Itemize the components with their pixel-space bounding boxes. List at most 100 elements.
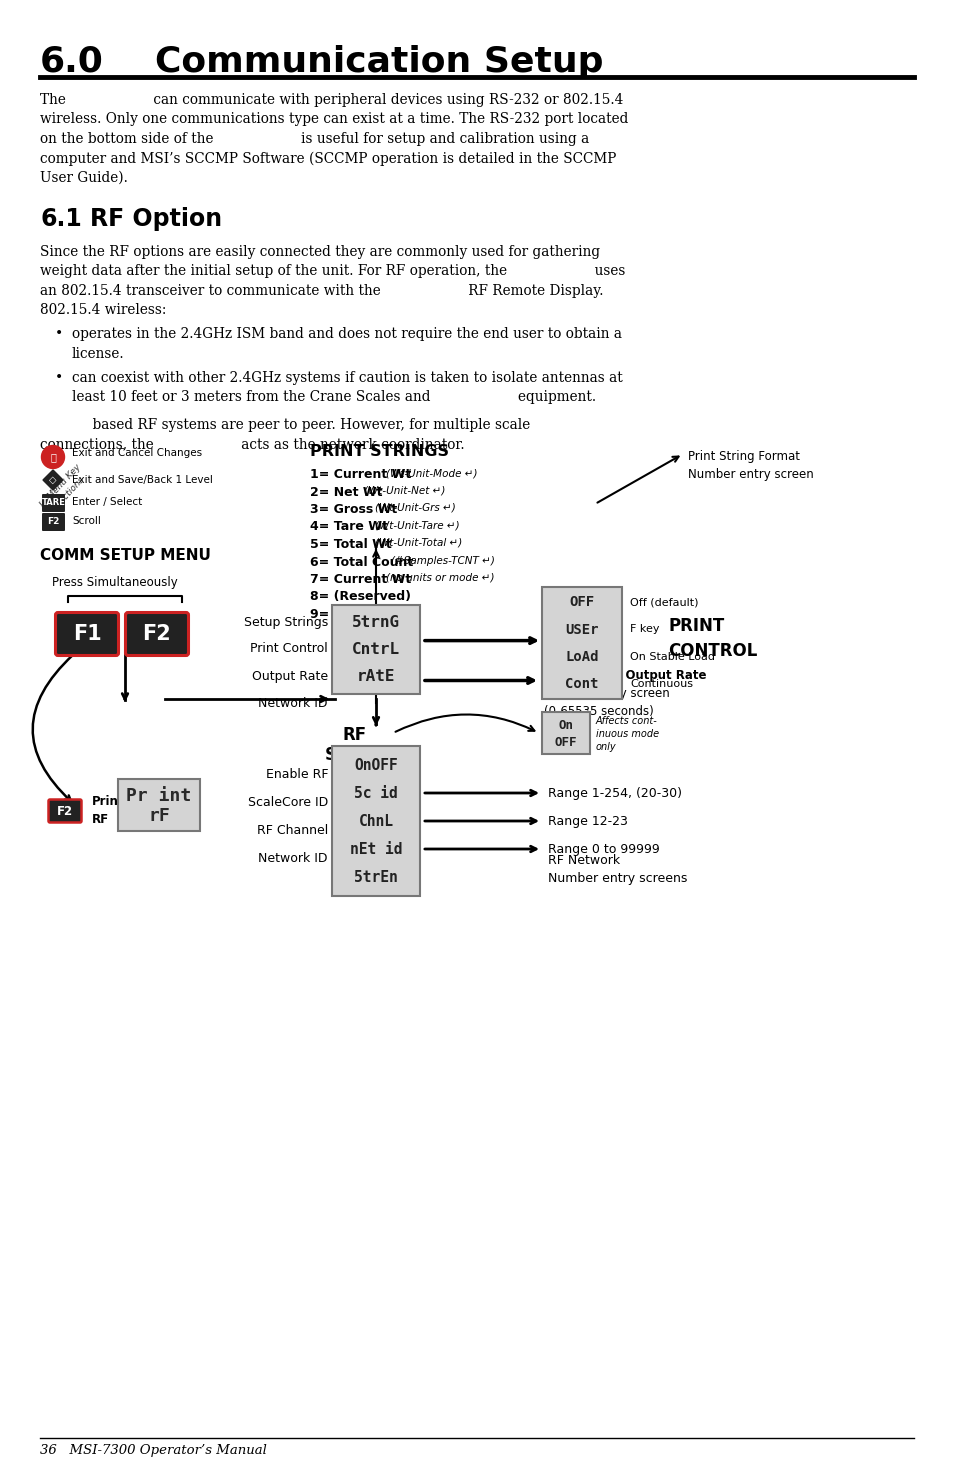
- Text: based RF systems are peer to peer. However, for multiple scale: based RF systems are peer to peer. Howev…: [40, 417, 530, 432]
- FancyBboxPatch shape: [55, 612, 118, 655]
- Text: OFF: OFF: [554, 736, 577, 749]
- FancyBboxPatch shape: [42, 494, 65, 512]
- Text: rF: rF: [148, 807, 170, 826]
- Text: Network ID: Network ID: [258, 851, 328, 864]
- Text: PRINT STRINGS: PRINT STRINGS: [310, 444, 449, 459]
- Polygon shape: [43, 471, 63, 490]
- Text: •: •: [55, 372, 63, 385]
- FancyBboxPatch shape: [541, 712, 589, 754]
- Text: Affects cont-: Affects cont-: [596, 717, 657, 726]
- Text: (#Samples-TCNT ↵): (#Samples-TCNT ↵): [391, 556, 495, 565]
- Text: ChnL: ChnL: [358, 814, 393, 829]
- Text: Pr int: Pr int: [126, 786, 192, 805]
- Text: RF Option: RF Option: [90, 207, 222, 232]
- Text: CONTROL: CONTROL: [667, 642, 757, 659]
- Text: Print String Output Rate: Print String Output Rate: [543, 668, 706, 681]
- Text: on the bottom side of the                    is useful for setup and calibration: on the bottom side of the is useful for …: [40, 131, 589, 146]
- Text: On: On: [558, 718, 573, 732]
- Text: Off (default): Off (default): [629, 597, 698, 608]
- Text: ⏻: ⏻: [50, 451, 56, 462]
- Text: rAtE: rAtE: [356, 670, 395, 684]
- Text: On Stable Load: On Stable Load: [629, 652, 714, 661]
- Text: Print Control: Print Control: [250, 643, 328, 655]
- Text: weight data after the initial setup of the unit. For RF operation, the          : weight data after the initial setup of t…: [40, 264, 625, 279]
- Text: Continuous: Continuous: [629, 678, 692, 689]
- Text: (Wt-Unit-Total ↵): (Wt-Unit-Total ↵): [375, 538, 461, 549]
- Text: 6.1: 6.1: [40, 207, 82, 232]
- Text: 5= Total Wt: 5= Total Wt: [310, 538, 395, 552]
- Text: Print String Format: Print String Format: [687, 450, 800, 463]
- Text: Cont: Cont: [565, 677, 598, 690]
- FancyBboxPatch shape: [332, 605, 419, 695]
- Text: Communication Setup: Communication Setup: [154, 46, 603, 80]
- Text: Network ID: Network ID: [258, 696, 328, 709]
- Text: (Wt-Unit-Mode ↵): (Wt-Unit-Mode ↵): [385, 468, 476, 478]
- Text: COMM SETUP MENU: COMM SETUP MENU: [40, 549, 211, 563]
- Text: nEt id: nEt id: [350, 842, 402, 857]
- Text: Output Rate: Output Rate: [252, 670, 328, 683]
- Text: (Wt-Unit-Net ↵): (Wt-Unit-Net ↵): [364, 485, 445, 496]
- Text: Range 0 to 99999: Range 0 to 99999: [547, 842, 659, 855]
- Text: 6= Total Count: 6= Total Count: [310, 556, 417, 568]
- Text: 1= Current Wt: 1= Current Wt: [310, 468, 416, 481]
- Text: SETUP: SETUP: [324, 746, 385, 764]
- Text: F2: F2: [143, 624, 172, 645]
- FancyBboxPatch shape: [332, 746, 419, 895]
- FancyBboxPatch shape: [126, 612, 189, 655]
- Text: Setup Strings: Setup Strings: [244, 615, 328, 628]
- Text: Number entry screen: Number entry screen: [687, 468, 813, 481]
- Text: (Wt-Unit-Grs ↵): (Wt-Unit-Grs ↵): [375, 503, 456, 513]
- Text: inuous mode: inuous mode: [596, 729, 659, 739]
- Text: F2: F2: [57, 804, 73, 817]
- Text: USEr: USEr: [565, 622, 598, 637]
- Text: The                    can communicate with peripheral devices using RS-232 or 8: The can communicate with peripheral devi…: [40, 93, 622, 108]
- Text: Exit and Cancel Changes: Exit and Cancel Changes: [71, 448, 202, 459]
- Text: least 10 feet or 3 meters from the Crane Scales and                    equipment: least 10 feet or 3 meters from the Crane…: [71, 391, 596, 404]
- Text: wireless. Only one communications type can exist at a time. The RS-232 port loca: wireless. Only one communications type c…: [40, 112, 628, 127]
- Text: Enable RF: Enable RF: [265, 767, 328, 780]
- FancyBboxPatch shape: [118, 779, 200, 830]
- Circle shape: [42, 445, 65, 469]
- Text: F1: F1: [72, 624, 101, 645]
- Text: Since the RF options are easily connected they are commonly used for gathering: Since the RF options are easily connecte…: [40, 245, 599, 260]
- Text: LoAd: LoAd: [565, 649, 598, 664]
- Text: computer and MSI’s SCCMP Software (SCCMP operation is detailed in the SCCMP: computer and MSI’s SCCMP Software (SCCMP…: [40, 152, 616, 165]
- Text: In Menu Key
Functions: In Menu Key Functions: [38, 463, 91, 518]
- Text: Range 1-254, (20-30): Range 1-254, (20-30): [547, 786, 681, 799]
- Text: ◇: ◇: [50, 475, 56, 485]
- Text: RF Channel: RF Channel: [256, 823, 328, 836]
- Text: F key: F key: [629, 624, 659, 634]
- Text: (no units or mode ↵): (no units or mode ↵): [385, 572, 494, 583]
- Text: 5c id: 5c id: [354, 786, 397, 801]
- FancyBboxPatch shape: [49, 799, 81, 823]
- Text: RF: RF: [91, 813, 109, 826]
- Text: connections, the                    acts as the network coordinator.: connections, the acts as the network coo…: [40, 438, 464, 451]
- Text: PRINT: PRINT: [667, 617, 723, 636]
- Text: Enter / Select: Enter / Select: [71, 497, 142, 507]
- Text: F2: F2: [48, 516, 60, 525]
- Text: Number entry screens: Number entry screens: [547, 872, 687, 885]
- Text: 6.0: 6.0: [40, 46, 104, 80]
- Text: 4= Tare Wt: 4= Tare Wt: [310, 521, 396, 534]
- Text: Number entry screen: Number entry screen: [543, 686, 669, 699]
- Text: CntrL: CntrL: [352, 642, 399, 656]
- Text: Range 12-23: Range 12-23: [547, 814, 627, 827]
- Text: Exit and Save/Back 1 Level: Exit and Save/Back 1 Level: [71, 475, 213, 485]
- Text: OnOFF: OnOFF: [354, 758, 397, 773]
- Text: (Wt-Unit-Tare ↵): (Wt-Unit-Tare ↵): [375, 521, 459, 531]
- Text: OFF: OFF: [569, 596, 594, 609]
- Text: 5trEn: 5trEn: [354, 869, 397, 885]
- Text: ScaleCore ID: ScaleCore ID: [248, 795, 328, 808]
- Text: •: •: [55, 327, 63, 341]
- Text: 7= Current Wt: 7= Current Wt: [310, 572, 416, 586]
- Text: RF: RF: [342, 726, 367, 743]
- Text: Print: Print: [91, 795, 125, 807]
- Text: operates in the 2.4GHz ISM band and does not require the end user to obtain a: operates in the 2.4GHz ISM band and does…: [71, 327, 621, 341]
- Text: can coexist with other 2.4GHz systems if caution is taken to isolate antennas at: can coexist with other 2.4GHz systems if…: [71, 372, 622, 385]
- Text: 5trnG: 5trnG: [352, 615, 399, 630]
- Text: 3= Gross Wt: 3= Gross Wt: [310, 503, 401, 516]
- Text: (0-65535 seconds): (0-65535 seconds): [543, 705, 653, 717]
- Text: User Guide).: User Guide).: [40, 171, 128, 184]
- Text: RF Network: RF Network: [547, 854, 619, 867]
- Text: Press Simultaneously: Press Simultaneously: [52, 577, 177, 589]
